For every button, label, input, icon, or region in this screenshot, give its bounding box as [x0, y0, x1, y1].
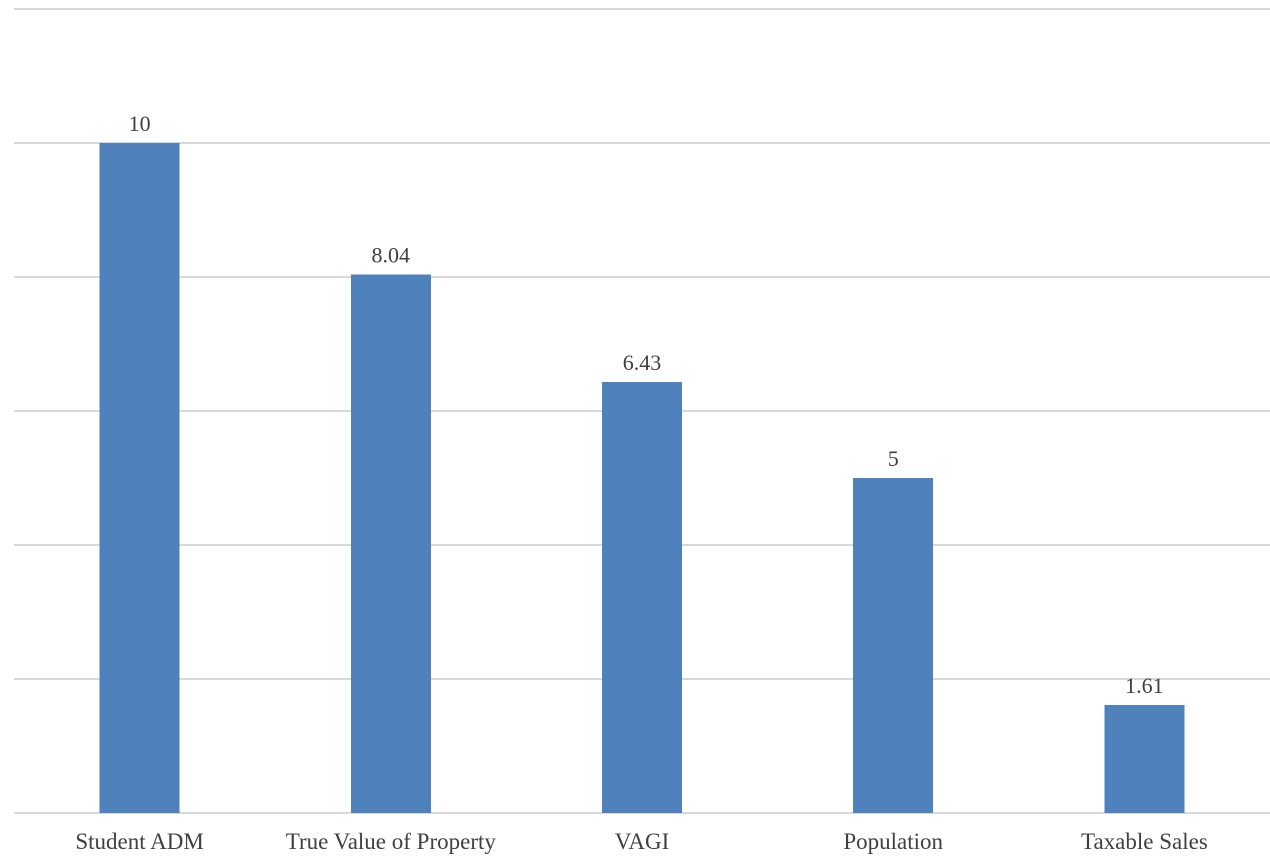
bar-vagi [602, 382, 682, 813]
bar-population [853, 478, 934, 813]
category-label: Population [843, 829, 943, 854]
category-label: Student ADM [75, 829, 203, 854]
category-axis-labels: Student ADM True Value of Property VAGI Pop… [75, 829, 1207, 854]
data-labels: 10 8.04 6.43 5 1.61 [129, 111, 1164, 698]
data-label: 5 [888, 446, 899, 471]
data-label: 8.04 [372, 242, 411, 267]
bars [99, 143, 1185, 813]
data-label: 1.61 [1125, 673, 1164, 698]
data-label: 6.43 [623, 350, 662, 375]
bar-student-adm [99, 143, 180, 813]
bar-true-value-of-property [350, 274, 431, 813]
category-label: VAGI [615, 829, 670, 854]
bar-taxable-sales [1104, 705, 1185, 813]
data-label: 10 [129, 111, 151, 136]
category-label: Taxable Sales [1081, 829, 1208, 854]
category-label: True Value of Property [286, 829, 497, 854]
